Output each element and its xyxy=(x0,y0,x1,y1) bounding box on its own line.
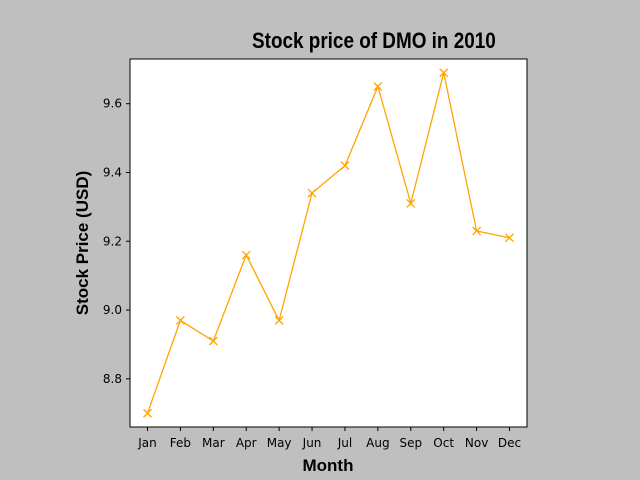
y-tick-label: 9.6 xyxy=(103,97,122,111)
x-tick-label: Feb xyxy=(170,436,191,450)
plot-area xyxy=(130,59,527,427)
chart-title: Stock price of DMO in 2010 xyxy=(252,29,496,54)
x-tick-label: Nov xyxy=(465,436,488,450)
y-axis: 8.8 9.0 9.2 9.4 9.6 xyxy=(103,97,130,386)
x-tick-label: Jun xyxy=(302,436,322,450)
y-tick-label: 8.8 xyxy=(103,372,122,386)
x-tick-label: Jan xyxy=(137,436,157,450)
y-tick-label: 9.0 xyxy=(103,303,122,317)
x-tick-label: Aug xyxy=(366,436,389,450)
x-axis-label: Month xyxy=(303,456,354,475)
y-tick-label: 9.2 xyxy=(103,234,122,248)
x-tick-label: Mar xyxy=(202,436,225,450)
x-tick-label: Oct xyxy=(433,436,454,450)
x-tick-label: Jul xyxy=(337,436,352,450)
x-tick-label: Sep xyxy=(399,436,422,450)
y-tick-label: 9.4 xyxy=(103,165,122,179)
x-axis: Jan Feb Mar Apr May Jun Jul Aug Sep Oct Nov Dec xyxy=(137,427,521,450)
x-tick-label: Dec xyxy=(498,436,521,450)
x-tick-label: Apr xyxy=(236,436,257,450)
y-axis-label: Stock Price (USD) xyxy=(73,171,92,316)
x-tick-label: May xyxy=(267,436,292,450)
